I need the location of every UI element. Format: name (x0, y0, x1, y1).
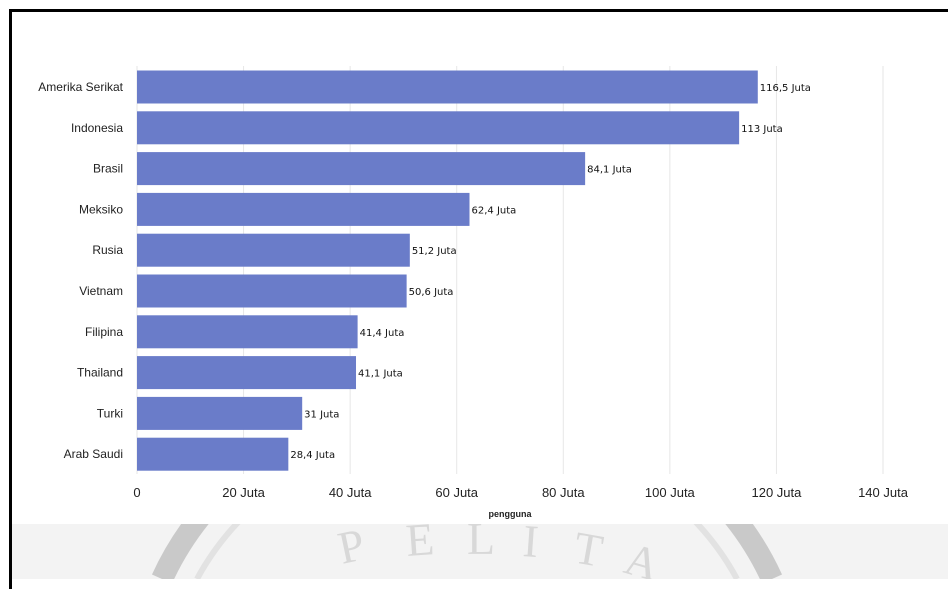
data-label: 31 Juta (304, 409, 339, 420)
x-tick-label: 40 Juta (329, 485, 372, 500)
data-label: 51,2 Juta (412, 246, 457, 257)
x-tick-label: 120 Juta (751, 485, 802, 500)
category-label: Indonesia (71, 121, 123, 135)
bar (137, 396, 303, 430)
svg-text:E: E (404, 524, 436, 566)
category-label: Rusia (92, 243, 123, 257)
svg-text:L: L (467, 524, 495, 564)
data-label: 41,1 Juta (358, 369, 403, 380)
bar (137, 70, 758, 104)
bar (137, 111, 740, 145)
x-axis-title: pengguna (489, 509, 533, 519)
x-tick-label: 80 Juta (542, 485, 585, 500)
data-label: 116,5 Juta (760, 83, 811, 94)
image-frame (9, 9, 948, 589)
data-label: 62,4 Juta (472, 205, 517, 216)
x-tick-label: 0 (133, 485, 140, 500)
category-label: Thailand (77, 366, 123, 380)
category-label: Vietnam (79, 284, 123, 298)
bar (137, 274, 407, 308)
bar (137, 437, 289, 471)
x-axis-ticks: 0 20 Juta 40 Juta 60 Juta 80 Juta 100 Juta 120… (133, 485, 908, 500)
value-labels: 116,5 Juta 113 Juta 84,1 Juta 62,4 Juta 51,2… (290, 83, 811, 461)
bar (137, 315, 358, 349)
data-label: 41,4 Juta (360, 328, 405, 339)
category-label: Meksiko (79, 202, 123, 216)
data-label: 113 Juta (741, 124, 783, 135)
data-label: 50,6 Juta (409, 287, 454, 298)
bar (137, 356, 357, 390)
bar (137, 233, 410, 267)
bar (137, 192, 470, 226)
x-tick-label: 20 Juta (222, 485, 265, 500)
category-label: Filipina (85, 325, 123, 339)
x-tick-label: 60 Juta (435, 485, 478, 500)
category-labels: Amerika Serikat Indonesia Brasil Meksiko Rus… (38, 80, 123, 461)
data-label: 84,1 Juta (587, 165, 632, 176)
category-label: Turki (97, 406, 123, 420)
category-label: Amerika Serikat (38, 80, 123, 94)
bar (137, 152, 586, 186)
watermark-logo: P E L I T A (151, 524, 783, 579)
x-tick-label: 100 Juta (645, 485, 696, 500)
svg-text:I: I (521, 524, 540, 567)
category-label: Brasil (93, 162, 123, 176)
category-label: Arab Saudi (64, 447, 123, 461)
x-tick-label: 140 Juta (858, 485, 909, 500)
watermark-area: P E L I T A (12, 524, 948, 579)
data-label: 28,4 Juta (290, 450, 335, 461)
bars (137, 70, 758, 471)
